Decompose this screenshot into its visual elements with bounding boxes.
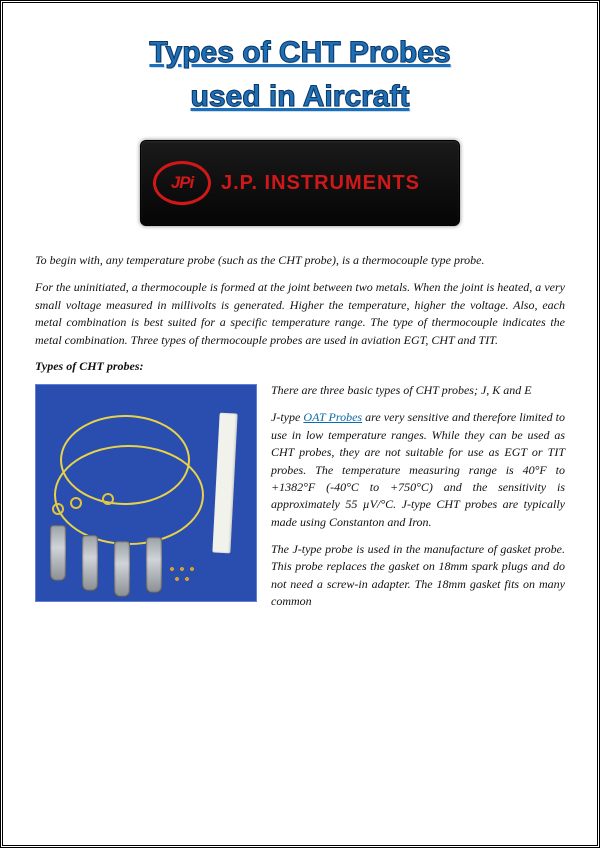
image-wire-loop <box>54 445 204 545</box>
page-title: Types of CHT Probes used in Aircraft <box>35 31 565 118</box>
cht-probes-image <box>35 384 257 602</box>
document-page: Types of CHT Probes used in Aircraft JPi… <box>0 0 600 848</box>
image-ring-icon <box>70 497 82 509</box>
p2-prefix: J-type <box>271 410 303 424</box>
image-probe-icon <box>146 537 162 593</box>
body-content: There are three basic types of CHT probe… <box>35 382 565 611</box>
p2-suffix: are very sensitive and therefore limited… <box>271 410 565 528</box>
image-screws-icon <box>166 563 198 587</box>
title-line-1: Types of CHT Probes <box>149 36 450 69</box>
oat-probes-link[interactable]: OAT Probes <box>303 410 362 424</box>
jpi-logo: JPi J.P. INSTRUMENTS <box>140 140 460 226</box>
image-probe-icon <box>114 541 130 597</box>
logo-container: JPi J.P. INSTRUMENTS <box>35 140 565 226</box>
image-ring-icon <box>52 503 64 515</box>
intro-paragraph-1: To begin with, any temperature probe (su… <box>35 252 565 269</box>
image-probe-icon <box>50 525 66 581</box>
intro-paragraph-2: For the uninitiated, a thermocouple is f… <box>35 279 565 349</box>
image-probe-icon <box>82 535 98 591</box>
subheading-types: Types of CHT probes: <box>35 359 565 374</box>
logo-brand-text: J.P. INSTRUMENTS <box>221 172 420 195</box>
title-line-2: used in Aircraft <box>191 80 410 113</box>
image-ring-icon <box>102 493 114 505</box>
logo-oval-icon: JPi <box>153 161 211 205</box>
image-white-tube <box>212 413 237 554</box>
